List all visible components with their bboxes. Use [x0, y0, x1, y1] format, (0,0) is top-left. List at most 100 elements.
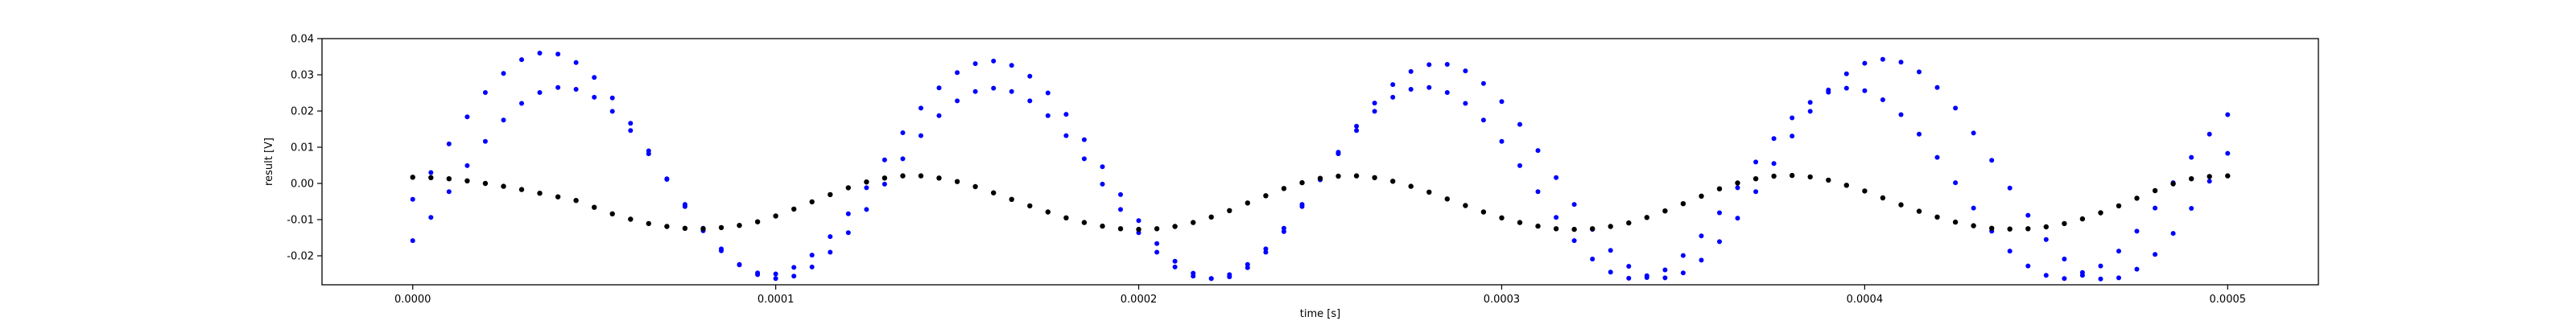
data-point	[828, 234, 833, 240]
plot-frame	[321, 38, 2319, 286]
data-point	[1009, 196, 1014, 202]
data-point	[1172, 224, 1178, 229]
data-point	[1172, 258, 1178, 264]
data-point	[1027, 73, 1033, 79]
data-point	[2170, 231, 2176, 237]
data-point	[1626, 264, 1632, 269]
data-point	[573, 60, 579, 65]
data-point	[864, 185, 869, 191]
data-point	[1608, 248, 1613, 253]
data-point	[1590, 257, 1596, 261]
data-point	[1335, 150, 1341, 155]
data-point	[1807, 174, 1813, 180]
data-point	[1372, 175, 1377, 180]
data-point	[773, 271, 778, 277]
data-point	[2079, 216, 2086, 222]
x-tick-label: 0.0003	[1484, 294, 1521, 306]
data-point	[501, 183, 506, 189]
data-point	[609, 211, 615, 216]
data-point	[845, 211, 851, 216]
data-point	[1354, 128, 1360, 134]
data-point	[1191, 220, 1196, 225]
data-point	[2225, 173, 2231, 179]
data-point	[1862, 88, 1868, 93]
data-point	[501, 117, 506, 123]
data-point	[537, 191, 543, 196]
data-point	[1989, 225, 1995, 231]
data-point	[1862, 60, 1868, 66]
data-point	[1717, 239, 1722, 245]
data-point	[773, 213, 778, 219]
data-point	[1662, 267, 1668, 273]
data-point	[1535, 148, 1541, 154]
data-point	[881, 157, 887, 162]
data-point	[555, 84, 561, 90]
data-point	[936, 175, 942, 181]
data-point	[1063, 112, 1069, 117]
data-point	[1971, 130, 1976, 136]
data-point	[2116, 249, 2121, 254]
data-point	[1408, 87, 1414, 92]
data-point	[1771, 173, 1777, 179]
data-point	[845, 230, 851, 236]
data-point	[900, 130, 906, 135]
data-point	[628, 216, 634, 222]
y-tick-label: -0.02	[287, 251, 314, 263]
data-point	[2062, 220, 2067, 227]
data-point	[519, 101, 524, 106]
data-point	[919, 133, 923, 138]
data-point	[628, 128, 634, 134]
data-point	[1934, 84, 1940, 90]
y-tick-label: 0.03	[291, 70, 314, 82]
data-point	[2043, 237, 2049, 242]
data-point	[1227, 208, 1232, 213]
data-point	[1372, 101, 1377, 106]
series-0-points	[410, 51, 2231, 282]
data-point	[881, 181, 887, 187]
data-point	[2134, 195, 2140, 201]
data-point	[954, 179, 960, 184]
data-point	[1480, 80, 1486, 86]
data-point	[2043, 273, 2049, 278]
data-point	[537, 90, 543, 95]
data-point	[1917, 131, 1922, 137]
data-point	[609, 95, 615, 101]
data-point	[1807, 100, 1813, 105]
data-point	[537, 51, 543, 56]
data-point	[1826, 87, 1831, 93]
data-point	[1118, 191, 1123, 197]
data-point	[1880, 195, 1886, 201]
data-point	[1353, 173, 1360, 179]
data-point	[664, 177, 670, 182]
data-point	[2062, 276, 2067, 282]
data-point	[1717, 210, 1722, 216]
data-point	[2025, 263, 2031, 269]
data-point	[1463, 68, 1468, 74]
data-point	[918, 173, 924, 179]
data-point	[1372, 109, 1377, 114]
data-point	[1843, 71, 1849, 76]
data-point	[1554, 215, 1559, 220]
data-point	[2025, 226, 2031, 232]
data-point	[555, 194, 561, 200]
data-point	[1898, 60, 1904, 65]
data-point	[1444, 196, 1451, 202]
data-point	[955, 98, 960, 104]
data-point	[1045, 90, 1051, 96]
data-point	[1027, 98, 1033, 104]
data-point	[1281, 228, 1286, 234]
data-point	[2189, 154, 2194, 160]
data-point	[1626, 275, 1632, 281]
data-point	[428, 175, 434, 180]
data-point	[1463, 101, 1468, 106]
data-point	[2098, 263, 2103, 269]
data-point	[1263, 249, 1269, 255]
data-point	[592, 75, 597, 80]
data-point	[809, 199, 815, 205]
data-point	[1590, 226, 1596, 232]
data-point	[809, 253, 815, 258]
data-point	[1499, 215, 1505, 220]
data-point	[464, 162, 470, 168]
axes: 0.0000 0.0001 0.0002 0.0003 0.0004 0.0005 -0.0…	[287, 34, 2246, 306]
data-point	[1699, 193, 1704, 199]
